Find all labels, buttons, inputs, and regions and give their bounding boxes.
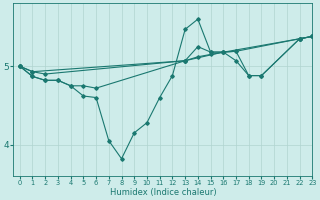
X-axis label: Humidex (Indice chaleur): Humidex (Indice chaleur): [109, 188, 216, 197]
